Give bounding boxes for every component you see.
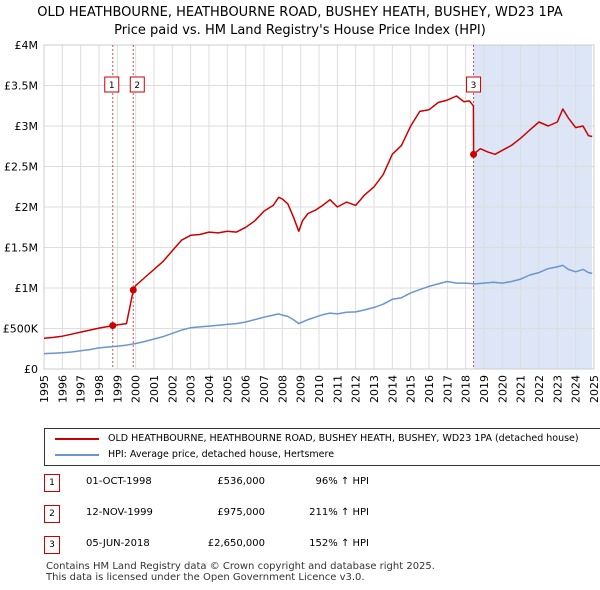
sale-date: 01-OCT-1998 [86,476,152,487]
legend-label-hpi: HPI: Average price, detached house, Hert… [108,449,335,460]
y-tick-label: £500K [3,323,39,336]
x-tick-label: 2009 [295,375,308,403]
sale-number-badge: 3 [44,536,60,554]
y-tick-label: £2M [15,201,39,214]
hpi-line [43,264,593,355]
price-paid-line [43,95,593,339]
chart-legend: OLD HEATHBOURNE, HEATHBOURNE ROAD, BUSHE… [44,428,600,466]
legend-item-hpi: HPI: Average price, detached house, Hert… [55,448,334,462]
x-tick-label: 1995 [38,375,51,403]
y-tick-label: £4M [15,39,39,52]
x-tick-label: 2014 [386,375,399,403]
x-tick-label: 2016 [423,375,436,403]
x-tick-label: 2018 [460,375,473,403]
x-tick-label: 2024 [570,375,583,403]
sale-label-text: 1 [109,81,115,91]
sale-date: 05-JUN-2018 [86,538,150,549]
footer-line-2: This data is licensed under the Open Gov… [46,572,365,583]
sale-label-box [104,76,120,93]
x-tick-label: 2000 [130,375,143,403]
table-row: 1 01-OCT-1998 £536,000 96% ↑ HPI [0,474,600,492]
x-tick-label: 1999 [111,375,124,403]
x-tick-label: 2008 [276,375,289,403]
x-tick-label: 2012 [350,375,363,403]
chart-subtitle: Price paid vs. HM Land Registry's House … [114,23,486,38]
sale-number-badge: 1 [44,474,60,492]
x-tick-label: 2003 [185,375,198,403]
sale-price: £536,000 [217,476,265,487]
x-tick-label: 1996 [56,375,69,403]
footer-line-1: Contains HM Land Registry data © Crown c… [46,561,435,572]
x-tick-label: 2010 [313,375,326,403]
sale-label-text: 3 [471,81,477,91]
x-tick-label: 2019 [478,375,491,403]
legend-item-price: OLD HEATHBOURNE, HEATHBOURNE ROAD, BUSHE… [55,432,579,446]
legend-swatch-hpi [55,453,99,456]
x-tick-label: 1997 [75,375,88,403]
legend-label-price: OLD HEATHBOURNE, HEATHBOURNE ROAD, BUSHE… [108,433,579,444]
sale-label-text: 2 [134,81,140,91]
chart-title: OLD HEATHBOURNE, HEATHBOURNE ROAD, BUSHE… [37,5,563,20]
y-tick-label: £1.5M [4,242,38,255]
x-tick-label: 2005 [221,375,234,403]
x-tick-label: 2021 [515,375,528,403]
x-tick-label: 2001 [148,375,161,403]
table-row: 2 12-NOV-1999 £975,000 211% ↑ HPI [0,505,600,523]
x-tick-label: 2025 [588,375,600,403]
y-tick-label: £3.5M [4,80,38,93]
sale-hpi-change: 152% ↑ HPI [309,538,369,549]
price-chart: £0 £500K £1M £1.5M £2M £2.5M £3M £3.5M £4M 1995 19… [3,39,600,403]
y-tick-label: £1M [15,282,39,295]
x-tick-label: 2020 [496,375,509,403]
y-tick-label: £0 [24,363,38,376]
sale-point [129,286,137,294]
x-tick-label: 2013 [368,375,381,403]
sale-hpi-change: 96% ↑ HPI [315,476,369,487]
x-tick-label: 2004 [203,375,216,403]
x-tick-label: 2002 [166,375,179,403]
x-tick-label: 2015 [405,375,418,403]
table-row: 3 05-JUN-2018 £2,650,000 152% ↑ HPI [0,536,600,554]
x-tick-label: 2017 [441,375,454,403]
sale-point [470,150,478,158]
x-tick-label: 2023 [551,375,564,403]
x-tick-label: 2006 [240,375,253,403]
legend-swatch-price [55,437,99,440]
x-tick-label: 1998 [93,375,106,403]
sale-label-box [129,76,145,93]
sale-price: £2,650,000 [207,538,265,549]
sale-date: 12-NOV-1999 [86,507,153,518]
y-tick-label: £3M [15,120,39,133]
y-tick-label: £2.5M [4,161,38,174]
x-tick-label: 2007 [258,375,271,403]
sale-hpi-change: 211% ↑ HPI [309,507,369,518]
x-tick-label: 2011 [331,375,344,403]
sale-price: £975,000 [217,507,265,518]
sale-label-box [466,76,482,93]
x-tick-label: 2022 [533,375,546,403]
footer-attribution: Contains HM Land Registry data © Crown c… [46,561,435,583]
sale-point [109,322,117,330]
plot-frame [43,44,595,370]
sale-number-badge: 2 [44,505,60,523]
